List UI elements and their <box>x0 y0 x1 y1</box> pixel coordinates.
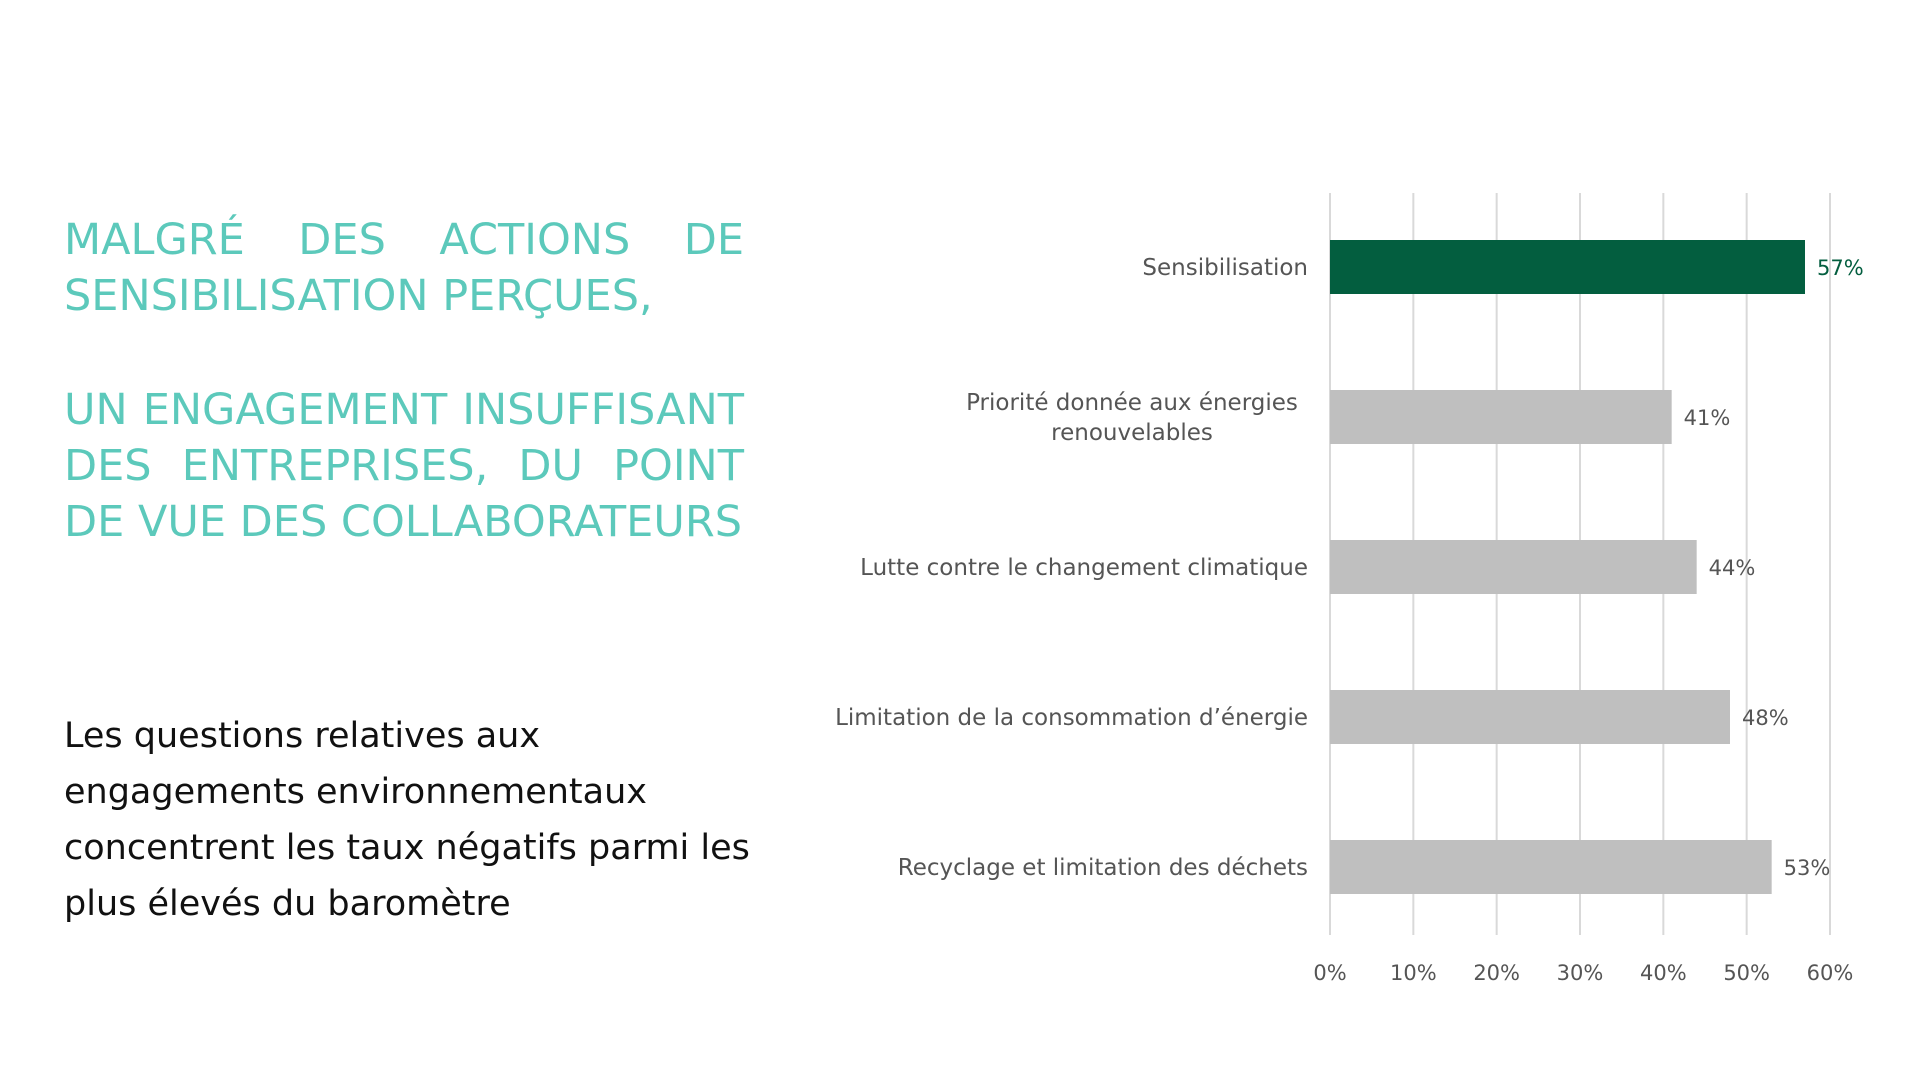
bar <box>1330 540 1697 594</box>
x-tick-label: 0% <box>1313 961 1346 985</box>
value-label: 53% <box>1784 856 1831 880</box>
category-label: Recyclage et limitation des déchets <box>898 855 1308 881</box>
bar <box>1330 690 1730 744</box>
axis-tick-labels: 0% 10% 20% 30% 40% 50% 60% <box>1313 961 1853 985</box>
heading-line-2: UN ENGAGEMENT INSUFFISANT DES ENTREPRISE… <box>64 385 744 547</box>
value-labels: 57% 41% 44% 48% 53% <box>1684 256 1864 880</box>
x-tick-label: 50% <box>1723 961 1770 985</box>
value-label: 48% <box>1742 706 1789 730</box>
category-label: Limitation de la consommation d’énergie <box>835 705 1308 731</box>
value-label: 57% <box>1817 256 1864 280</box>
bar <box>1330 390 1672 444</box>
category-label-line: Priorité donnée aux énergies <box>966 390 1298 416</box>
x-tick-label: 60% <box>1807 961 1854 985</box>
value-label: 44% <box>1709 556 1756 580</box>
body-text: Les questions relatives aux engagements … <box>64 716 750 924</box>
bar <box>1330 240 1805 294</box>
x-tick-label: 40% <box>1640 961 1687 985</box>
category-label: Lutte contre le changement climatique <box>860 555 1308 581</box>
x-tick-label: 10% <box>1390 961 1437 985</box>
category-label: Priorité donnée aux énergies renouvelable… <box>966 390 1298 446</box>
x-tick-label: 20% <box>1473 961 1520 985</box>
bar <box>1330 840 1772 894</box>
x-tick-label: 30% <box>1557 961 1604 985</box>
heading-line-1: MALGRÉ DES ACTIONS DE SENSIBILISATION PE… <box>64 215 744 321</box>
category-label-line: renouvelables <box>1051 420 1213 446</box>
value-label: 41% <box>1684 406 1731 430</box>
category-label: Sensibilisation <box>1142 255 1308 281</box>
category-labels: Sensibilisation Priorité donnée aux énerg… <box>835 255 1308 881</box>
bars <box>1330 240 1805 894</box>
